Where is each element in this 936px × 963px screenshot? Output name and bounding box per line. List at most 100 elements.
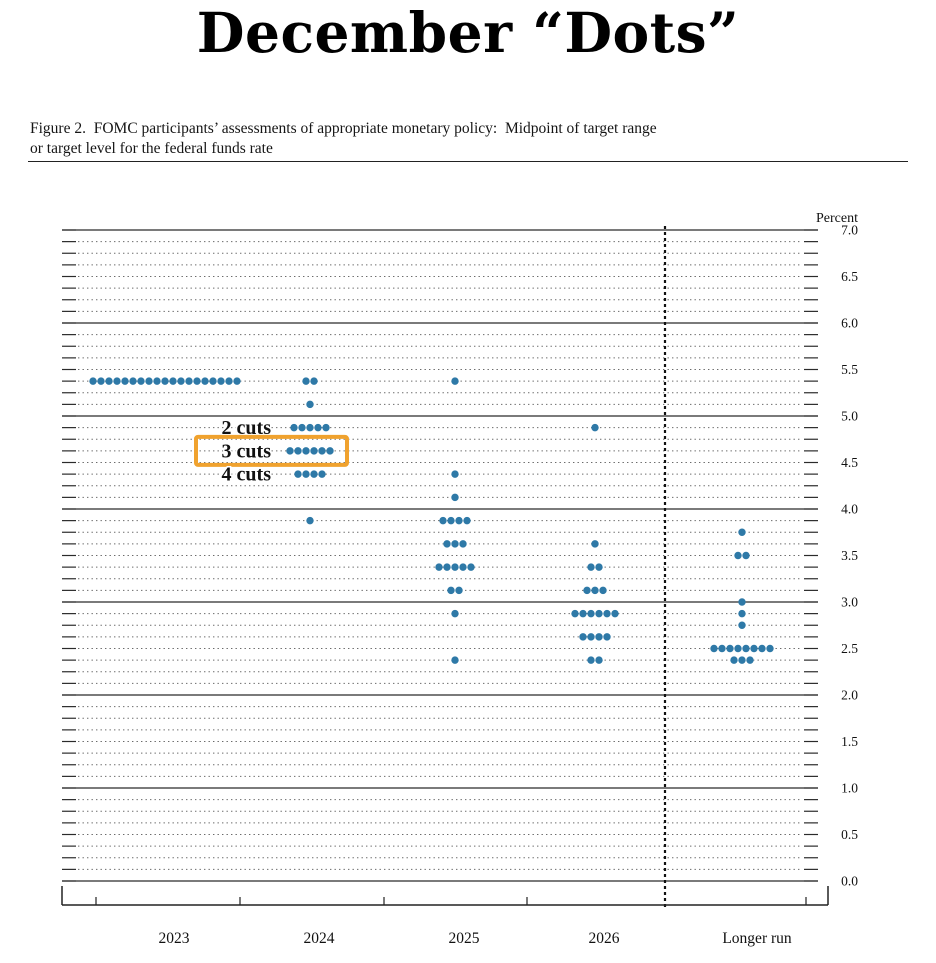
dots-column-2024: [286, 377, 334, 525]
annotation-4-cuts: 4 cuts: [222, 464, 272, 486]
dots-column-2023: [89, 377, 241, 385]
x-axis-label-2024: 2024: [304, 930, 335, 947]
dot: [310, 470, 318, 478]
y-tick-label: 6.0: [841, 316, 858, 331]
dot: [443, 540, 451, 548]
dot: [746, 656, 754, 664]
dot: [217, 377, 225, 385]
y-tick-label: 0.5: [841, 827, 858, 842]
dot: [294, 470, 302, 478]
dot: [587, 563, 595, 571]
dot: [579, 633, 587, 641]
dot: [587, 656, 595, 664]
dot: [322, 423, 330, 432]
dot: [113, 377, 121, 385]
y-tick-label: 5.0: [841, 409, 858, 424]
dot: [595, 633, 603, 641]
page-title: December “Dots”: [196, 0, 740, 65]
dot: [451, 609, 459, 618]
dot: [738, 609, 746, 618]
y-tick-label: 7.0: [841, 223, 858, 238]
dot: [611, 609, 619, 618]
dot: [451, 540, 459, 548]
dot: [603, 609, 611, 618]
dot: [758, 644, 766, 653]
dot: [587, 609, 595, 618]
x-axis-label-2026: 2026: [589, 930, 620, 947]
dot: [451, 470, 459, 478]
dot: [435, 563, 443, 571]
dot: [310, 377, 318, 385]
median-highlight-box: [194, 434, 349, 467]
dot: [447, 586, 455, 595]
dot: [455, 586, 463, 595]
dot: [137, 377, 145, 385]
y-tick-label: 1.0: [841, 781, 858, 796]
dot: [463, 516, 471, 525]
dot: [599, 586, 607, 595]
dots-column-2025: [435, 377, 475, 664]
dot: [451, 563, 459, 571]
x-axis-label-2023: 2023: [159, 930, 190, 947]
dots-column-2026: [571, 423, 619, 664]
dot: [105, 377, 113, 385]
dot: [314, 423, 322, 432]
dot: [298, 423, 306, 432]
grid: [62, 229, 818, 882]
dot: [177, 377, 185, 385]
dot: [294, 447, 302, 455]
y-tick-label: 4.0: [841, 502, 858, 517]
dot: [742, 644, 750, 653]
y-tick-label: 2.5: [841, 641, 858, 656]
dot: [583, 586, 591, 595]
dot: [459, 563, 467, 571]
figure-caption: Figure 2. FOMC participants’ assessments…: [30, 119, 910, 159]
dot: [129, 377, 137, 385]
dots-column-longer-run: [710, 528, 774, 664]
dot: [734, 644, 742, 653]
dot: [591, 586, 599, 595]
dot: [595, 563, 603, 571]
dot: [738, 621, 746, 629]
dot: [318, 447, 326, 455]
dot: [742, 551, 750, 560]
dot: [306, 516, 314, 525]
dot: [766, 644, 774, 653]
annotation-3-cuts: 3 cuts: [222, 440, 272, 462]
dot: [738, 598, 746, 606]
y-axis-title: Percent: [816, 211, 858, 226]
dot: [290, 423, 298, 432]
dot: [145, 377, 153, 385]
figure-caption-line1: Figure 2. FOMC participants’ assessments…: [30, 120, 657, 137]
dot: [734, 551, 742, 560]
dot: [153, 377, 161, 385]
dot: [603, 633, 611, 641]
dot: [306, 400, 314, 409]
x-axis-label-2025: 2025: [449, 930, 480, 947]
y-axis-tick-labels: 7.0 6.5 6.0 5.5 5.0 4.5 4.0 3.5 3.0 2.5 2.0 1.5 1.0 0…: [841, 223, 858, 889]
dot: [310, 447, 318, 455]
y-tick-label: 5.5: [841, 362, 858, 377]
dot: [451, 377, 459, 385]
dot: [455, 516, 463, 525]
y-tick-label: 6.5: [841, 269, 858, 284]
dot: [738, 528, 746, 536]
dot: [451, 493, 459, 502]
dot: [738, 656, 746, 664]
dot: [459, 540, 467, 548]
dot: [595, 609, 603, 618]
x-axis-labels: 2023 2024 2025 2026 Longer run: [159, 930, 792, 947]
y-tick-label: 2.0: [841, 688, 858, 703]
figure-caption-line2: or target level for the federal funds ra…: [30, 139, 273, 157]
dot: [185, 377, 193, 385]
dot: [306, 423, 314, 432]
dot: [169, 377, 177, 385]
dot: [730, 656, 738, 664]
dot: [121, 377, 129, 385]
x-axis-label-longer-run: Longer run: [722, 930, 792, 947]
dot: [587, 633, 595, 641]
dot: [286, 447, 294, 455]
dot: [318, 470, 326, 478]
